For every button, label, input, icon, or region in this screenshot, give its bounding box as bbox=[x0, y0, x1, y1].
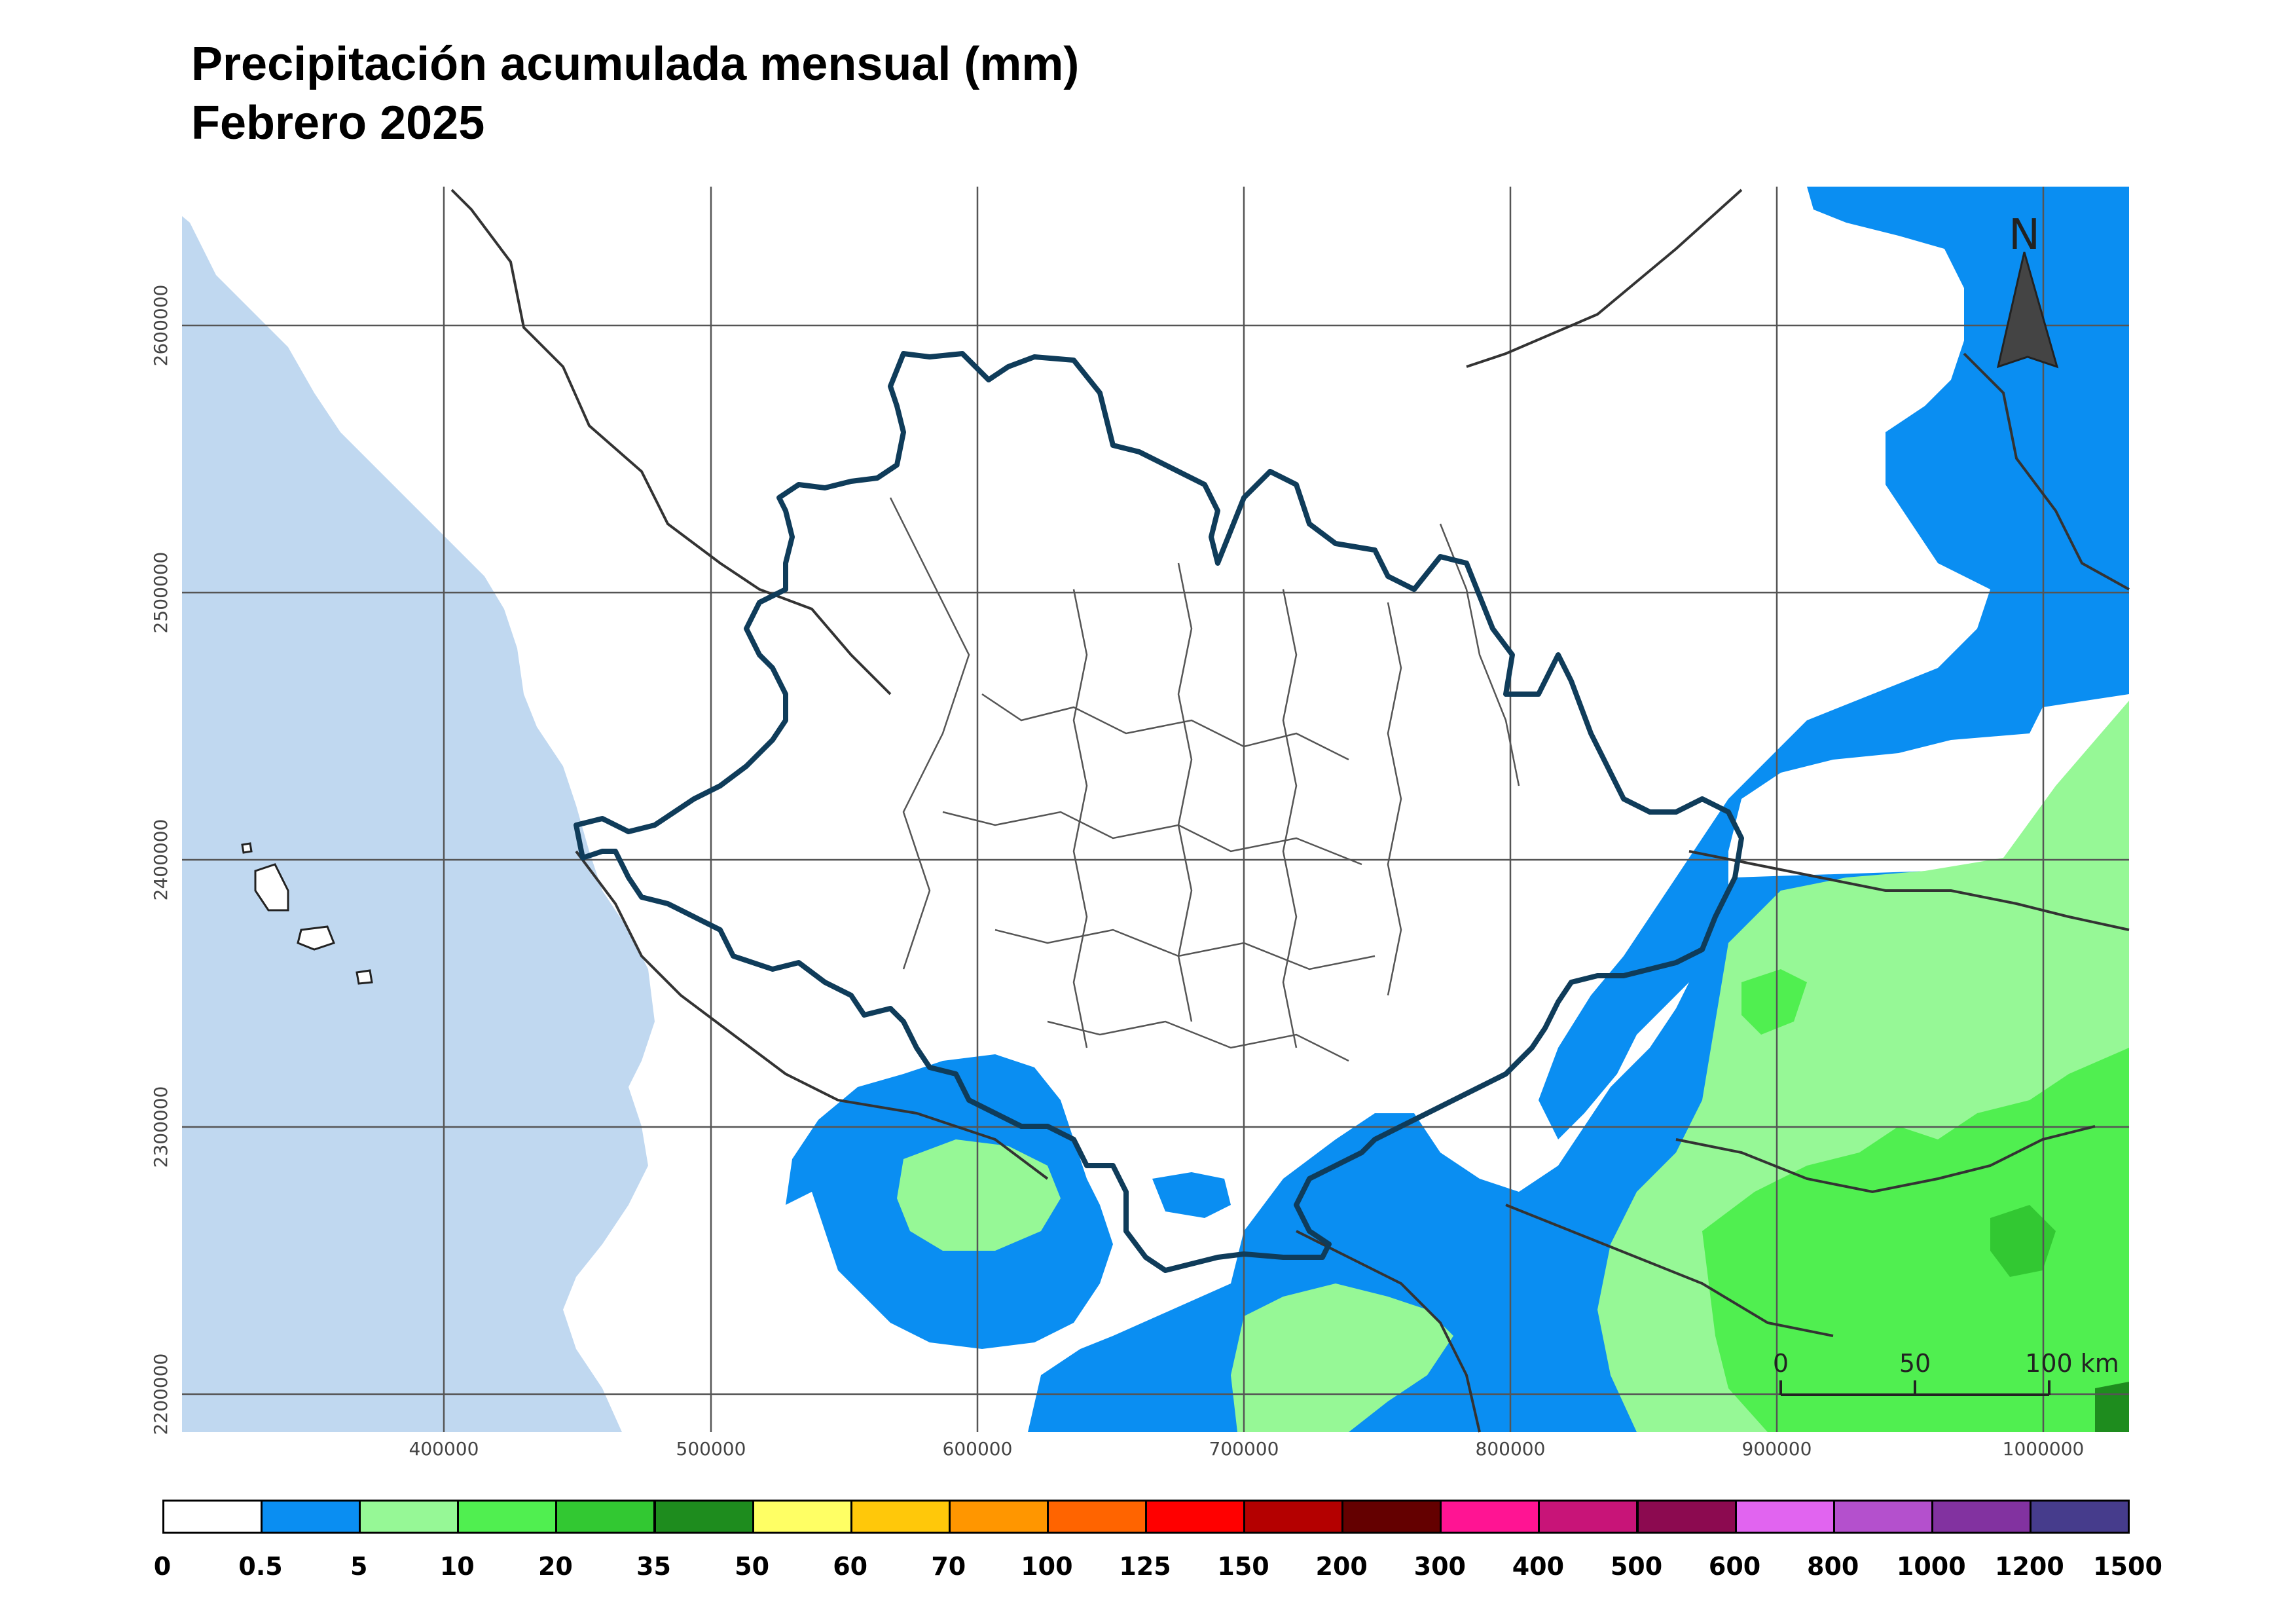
y-tick-label: 2500000 bbox=[150, 552, 172, 634]
y-tick-label: 2400000 bbox=[150, 819, 172, 901]
north-label: N bbox=[2009, 211, 2040, 259]
map-subtitle: Febrero 2025 bbox=[191, 97, 485, 149]
scale-label-50: 50 bbox=[1899, 1349, 1931, 1378]
north-arrow: N bbox=[1996, 211, 2059, 369]
x-tick-label: 1000000 bbox=[2003, 1438, 2085, 1460]
ocean-area bbox=[182, 216, 655, 1432]
rain-green-se bbox=[1702, 1048, 2129, 1432]
rain-area-small bbox=[1152, 1172, 1231, 1218]
rain-green-mid bbox=[1741, 969, 1807, 1035]
islands bbox=[241, 842, 373, 985]
y-tick-label: 2200000 bbox=[150, 1354, 172, 1435]
scale-bar: 0 50 100 km bbox=[1773, 1349, 2119, 1396]
state-boundaries bbox=[450, 189, 2130, 1433]
x-tick-label: 700000 bbox=[1209, 1438, 1279, 1460]
state-outline bbox=[574, 351, 1744, 1273]
municipal-boundaries bbox=[889, 497, 1520, 1062]
scale-label-0: 0 bbox=[1773, 1349, 1789, 1378]
rain-dark-green-corner bbox=[2095, 1382, 2129, 1432]
y-tick-label: 2600000 bbox=[150, 285, 172, 367]
scale-label-100km: 100 km bbox=[2025, 1349, 2119, 1378]
x-tick-label: 900000 bbox=[1742, 1438, 1812, 1460]
x-tick-label: 400000 bbox=[409, 1438, 479, 1460]
x-tick-label: 800000 bbox=[1476, 1438, 1546, 1460]
y-tick-label: 2300000 bbox=[150, 1086, 172, 1168]
rain-area-ne bbox=[1539, 187, 2129, 1139]
x-tick-label: 600000 bbox=[943, 1438, 1013, 1460]
map-title: Precipitación acumulada mensual (mm) bbox=[191, 38, 1080, 90]
x-tick-label: 500000 bbox=[676, 1438, 746, 1460]
rain-light-green-sw bbox=[897, 1139, 1061, 1251]
rain-dark-green-se bbox=[1990, 1205, 2056, 1277]
